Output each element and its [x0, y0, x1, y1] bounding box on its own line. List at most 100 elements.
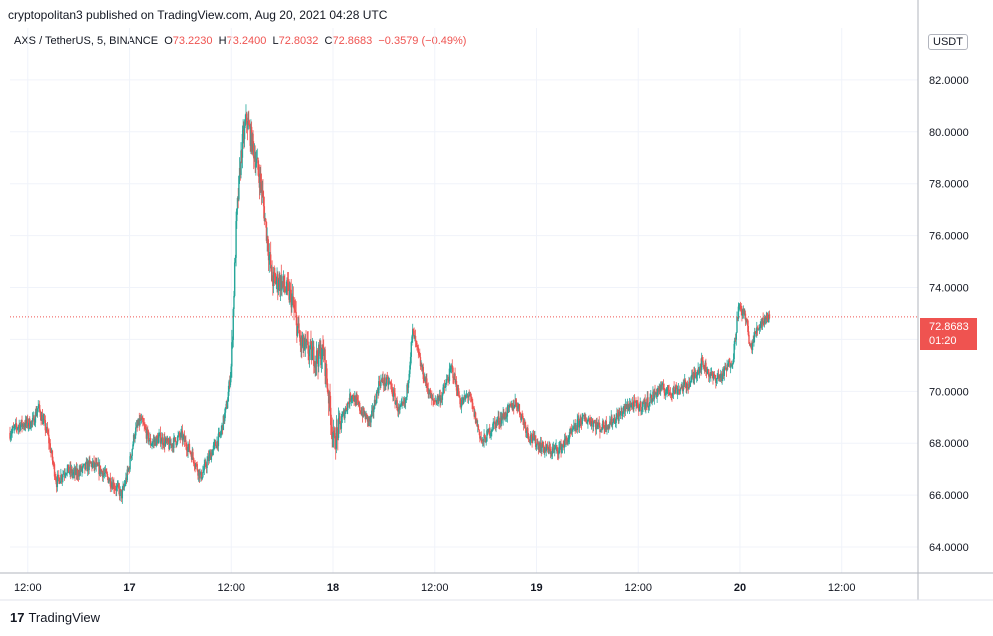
- candle-body: [675, 386, 677, 388]
- tradingview-brand[interactable]: 17 TradingView: [10, 610, 100, 625]
- candle-body: [198, 469, 201, 479]
- candle-body: [432, 398, 434, 401]
- candle-body: [269, 254, 271, 256]
- candle-body: [97, 463, 100, 466]
- candle-body: [614, 418, 616, 424]
- candle-body: [24, 419, 27, 428]
- candle-body: [135, 427, 137, 436]
- candle-body: [570, 428, 573, 432]
- candle-body: [347, 402, 350, 404]
- candle-body: [93, 460, 95, 467]
- candle-body: [144, 425, 146, 428]
- candle-body: [507, 405, 509, 407]
- candle-body: [709, 374, 711, 376]
- candle-body: [26, 418, 29, 427]
- candle-body: [442, 387, 444, 394]
- candle-body: [541, 446, 543, 452]
- candle-body: [303, 335, 305, 350]
- candle-body: [667, 385, 669, 389]
- candle-body: [226, 403, 228, 409]
- candle-body: [576, 419, 579, 430]
- candle-body: [480, 437, 482, 441]
- candle-body: [389, 381, 391, 383]
- candle-body: [84, 463, 86, 470]
- candle-body: [621, 410, 623, 416]
- candle-body: [565, 437, 567, 441]
- candle-body: [756, 327, 759, 330]
- candle-body: [89, 461, 92, 464]
- candle-body: [255, 158, 258, 164]
- candle-body: [599, 429, 602, 432]
- candle-body: [247, 121, 249, 130]
- candle-body: [411, 336, 413, 343]
- candle-body: [312, 346, 314, 350]
- candle-body: [270, 254, 272, 269]
- candle-body: [270, 266, 273, 269]
- candle-body: [485, 441, 487, 443]
- candle-body: [34, 422, 36, 425]
- candle-body: [419, 357, 422, 367]
- candle-body: [286, 279, 288, 292]
- candle-body: [368, 417, 371, 422]
- candle-body: [443, 386, 446, 388]
- candle-body: [43, 418, 45, 420]
- candle-body: [537, 442, 539, 444]
- candle-body: [619, 412, 622, 416]
- candle-body: [173, 437, 176, 439]
- candle-body: [512, 404, 514, 410]
- candle-body: [192, 458, 195, 464]
- candle-body: [456, 390, 458, 396]
- candle-body: [737, 306, 740, 319]
- candle-body: [735, 332, 737, 340]
- candle-body: [212, 445, 215, 450]
- candle-body: [566, 440, 569, 445]
- candle-body: [517, 404, 520, 407]
- candle-body: [375, 391, 378, 404]
- candle-body: [440, 397, 442, 403]
- candle-body: [147, 431, 150, 442]
- candle-body: [605, 420, 607, 430]
- candle-body: [348, 402, 350, 405]
- candle-body: [280, 276, 282, 291]
- candle-body: [662, 384, 665, 390]
- candle-body: [196, 464, 198, 471]
- candle-body: [652, 391, 655, 400]
- candle-body: [729, 361, 731, 368]
- candle-body: [334, 448, 337, 450]
- candle-body: [185, 440, 187, 447]
- candle-body: [438, 397, 440, 402]
- candle-body: [69, 466, 71, 473]
- candle-body: [574, 424, 576, 430]
- candle-body: [276, 274, 278, 282]
- candle-body: [217, 440, 219, 447]
- candle-body: [349, 393, 352, 401]
- candle-body: [281, 281, 283, 291]
- ohlc-legend: AXS / TetherUS, 5, BINANCE O73.2230 H73.…: [14, 35, 466, 47]
- currency-badge[interactable]: USDT: [928, 34, 968, 50]
- candle-body: [121, 489, 124, 499]
- symbol-label[interactable]: AXS / TetherUS, 5, BINANCE: [14, 35, 159, 47]
- candle-body: [590, 420, 593, 426]
- candle-body: [110, 486, 112, 488]
- candle-body: [697, 368, 699, 373]
- candle-body: [610, 416, 612, 425]
- candle-body: [703, 368, 706, 372]
- candle-body: [542, 441, 544, 447]
- candle-body: [296, 326, 299, 336]
- candle-body: [166, 438, 169, 442]
- candle-body: [525, 425, 527, 433]
- candle-body: [300, 337, 302, 346]
- x-tick-label: 12:00: [828, 582, 856, 594]
- candle-body: [648, 403, 651, 407]
- candle-body: [602, 420, 604, 430]
- candle-body: [403, 399, 405, 404]
- candle-body: [128, 468, 131, 470]
- candle-body: [259, 173, 261, 188]
- candle-body: [340, 422, 343, 429]
- candle-body: [721, 375, 723, 381]
- candle-body: [101, 471, 104, 478]
- candle-body: [716, 378, 718, 380]
- candle-body: [235, 221, 237, 258]
- candle-body: [758, 328, 760, 330]
